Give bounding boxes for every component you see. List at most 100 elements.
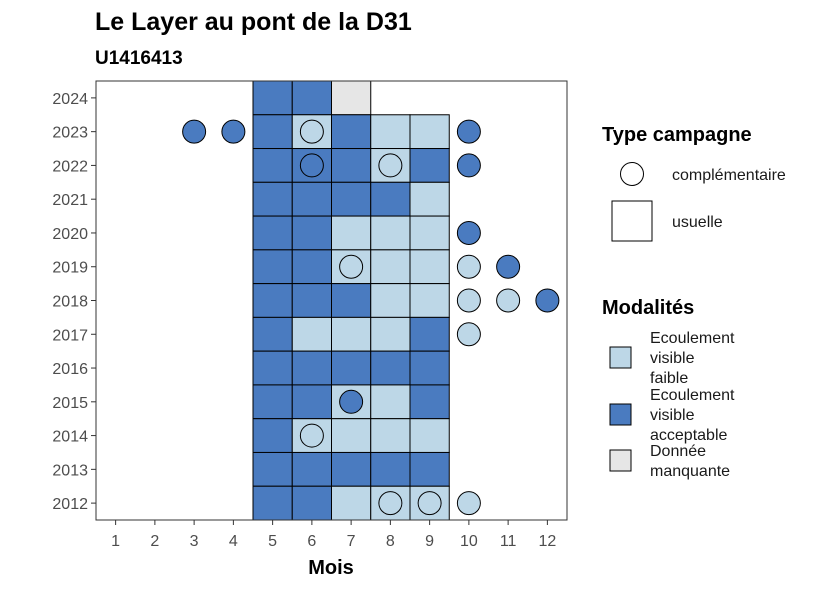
tile-usuelle-2018-6 (291, 283, 332, 318)
tile-usuelle-2019-6 (291, 249, 332, 285)
x-tick-label: 1 (111, 533, 120, 550)
tile-usuelle-2023-5 (252, 114, 293, 150)
y-tick-label: 2023 (52, 125, 88, 142)
x-tick-label: 7 (347, 533, 356, 550)
y-tick-label: 2018 (52, 294, 88, 311)
y-tick-label: 2019 (52, 260, 88, 277)
tile-usuelle-2016-8 (370, 350, 411, 386)
legend-label-faible-1: Ecoulement (650, 330, 735, 347)
x-tick-label: 3 (190, 533, 199, 550)
cells-layer (252, 80, 450, 521)
tile-usuelle-2014-8 (370, 418, 411, 453)
point-complementaire-2023-4 (221, 119, 246, 144)
point-complementaire-2019-11 (496, 254, 521, 279)
tile-usuelle-2020-7 (331, 215, 372, 251)
x-tick-label: 9 (425, 533, 434, 550)
point-complementaire-2015-7 (339, 389, 364, 414)
tile-usuelle-2019-8 (370, 249, 411, 285)
tile-usuelle-2023-9 (409, 114, 450, 150)
legend-modalites-title: Modalités (602, 297, 694, 319)
y-tick-label: 2016 (52, 361, 88, 378)
tile-usuelle-2021-5 (252, 181, 293, 217)
tile-usuelle-2021-8 (370, 181, 411, 217)
legend-label-faible-2: visible (650, 350, 695, 367)
tile-usuelle-2016-6 (291, 350, 332, 386)
legend-label-manquante-2: manquante (650, 463, 730, 480)
legend-label-acceptable-1: Ecoulement (650, 387, 735, 404)
x-tick-label: 8 (386, 533, 395, 550)
tile-usuelle-2014-5 (252, 418, 293, 453)
tile-usuelle-2013-5 (252, 451, 293, 487)
point-complementaire-2020-10 (456, 220, 481, 245)
y-tick-label: 2022 (52, 158, 88, 175)
legend-label-acceptable-2: visible (650, 407, 695, 424)
legend-square-swatch (611, 200, 653, 242)
tile-usuelle-2019-5 (252, 249, 293, 285)
y-tick-label: 2012 (52, 496, 88, 513)
tile-usuelle-2012-6 (291, 485, 332, 521)
y-tick-label: 2020 (52, 226, 88, 243)
tile-usuelle-2020-5 (252, 215, 293, 251)
tile-usuelle-2012-5 (252, 485, 293, 521)
x-tick-label: 4 (229, 533, 238, 550)
tile-usuelle-2015-9 (409, 384, 450, 420)
tile-usuelle-2013-9 (409, 451, 450, 487)
point-complementaire-2012-8 (378, 491, 403, 516)
tile-usuelle-2018-7 (331, 283, 372, 318)
legend-type-campagne: Type campagne complémentaire usuelle (602, 124, 786, 242)
tile-usuelle-2022-5 (252, 148, 293, 183)
legend-label-manquante-1: Donnée (650, 443, 706, 460)
point-complementaire-2023-10 (456, 119, 481, 144)
tile-usuelle-2020-9 (409, 215, 450, 251)
tile-usuelle-2023-7 (331, 114, 372, 150)
y-tick-label: 2013 (52, 462, 88, 479)
tile-usuelle-2017-9 (409, 316, 450, 352)
y-tick-label: 2017 (52, 327, 88, 344)
y-tick-label: 2024 (52, 91, 88, 108)
x-axis: 1 2 3 4 5 6 7 8 9 10 11 12 (111, 520, 556, 550)
tile-usuelle-2017-5 (252, 316, 293, 352)
tile-usuelle-2022-7 (331, 148, 372, 183)
points-layer (182, 119, 560, 516)
point-complementaire-2019-10 (456, 254, 481, 279)
y-tick-label: 2015 (52, 395, 88, 412)
point-complementaire-2023-3 (182, 119, 207, 144)
tile-usuelle-2020-6 (291, 215, 332, 251)
point-complementaire-2022-6 (299, 153, 324, 178)
point-complementaire-2019-7 (339, 254, 364, 279)
tile-usuelle-2016-5 (252, 350, 293, 386)
point-complementaire-2012-9 (417, 491, 442, 516)
tile-usuelle-2022-9 (409, 148, 450, 183)
point-complementaire-2017-10 (456, 322, 481, 347)
chart-subtitle: U1416413 (95, 48, 183, 69)
x-tick-label: 6 (307, 533, 316, 550)
x-tick-label: 5 (268, 533, 277, 550)
y-tick-label: 2014 (52, 429, 88, 446)
tile-usuelle-2013-7 (331, 451, 372, 487)
legend-type-label-usuelle: usuelle (672, 214, 723, 231)
legend-type-label-complementaire: complémentaire (672, 167, 786, 184)
tile-usuelle-2019-9 (409, 249, 450, 285)
tile-usuelle-2014-7 (331, 418, 372, 453)
tile-usuelle-2015-6 (291, 384, 332, 420)
x-tick-label: 10 (460, 533, 478, 550)
legend-label-faible-3: faible (650, 370, 688, 387)
tile-usuelle-2018-8 (370, 283, 411, 318)
tile-usuelle-2024-6 (291, 80, 332, 116)
point-complementaire-2014-6 (299, 423, 324, 448)
legend-type-title: Type campagne (602, 124, 752, 146)
legend-modalites: Modalités Ecoulement visible faible Ecou… (602, 297, 735, 480)
legend-swatch-acceptable (609, 403, 632, 426)
chart-title: Le Layer au pont de la D31 (95, 8, 412, 36)
tile-usuelle-2012-7 (331, 485, 372, 521)
x-tick-label: 2 (150, 533, 159, 550)
tile-usuelle-2014-9 (409, 418, 450, 453)
legend-swatch-faible (609, 346, 632, 369)
tile-usuelle-2015-5 (252, 384, 293, 420)
tile-usuelle-2016-7 (331, 350, 372, 386)
y-tick-label: 2021 (52, 192, 88, 209)
tile-usuelle-2020-8 (370, 215, 411, 251)
tile-usuelle-2024-5 (252, 80, 293, 116)
tile-usuelle-2017-6 (291, 316, 332, 352)
